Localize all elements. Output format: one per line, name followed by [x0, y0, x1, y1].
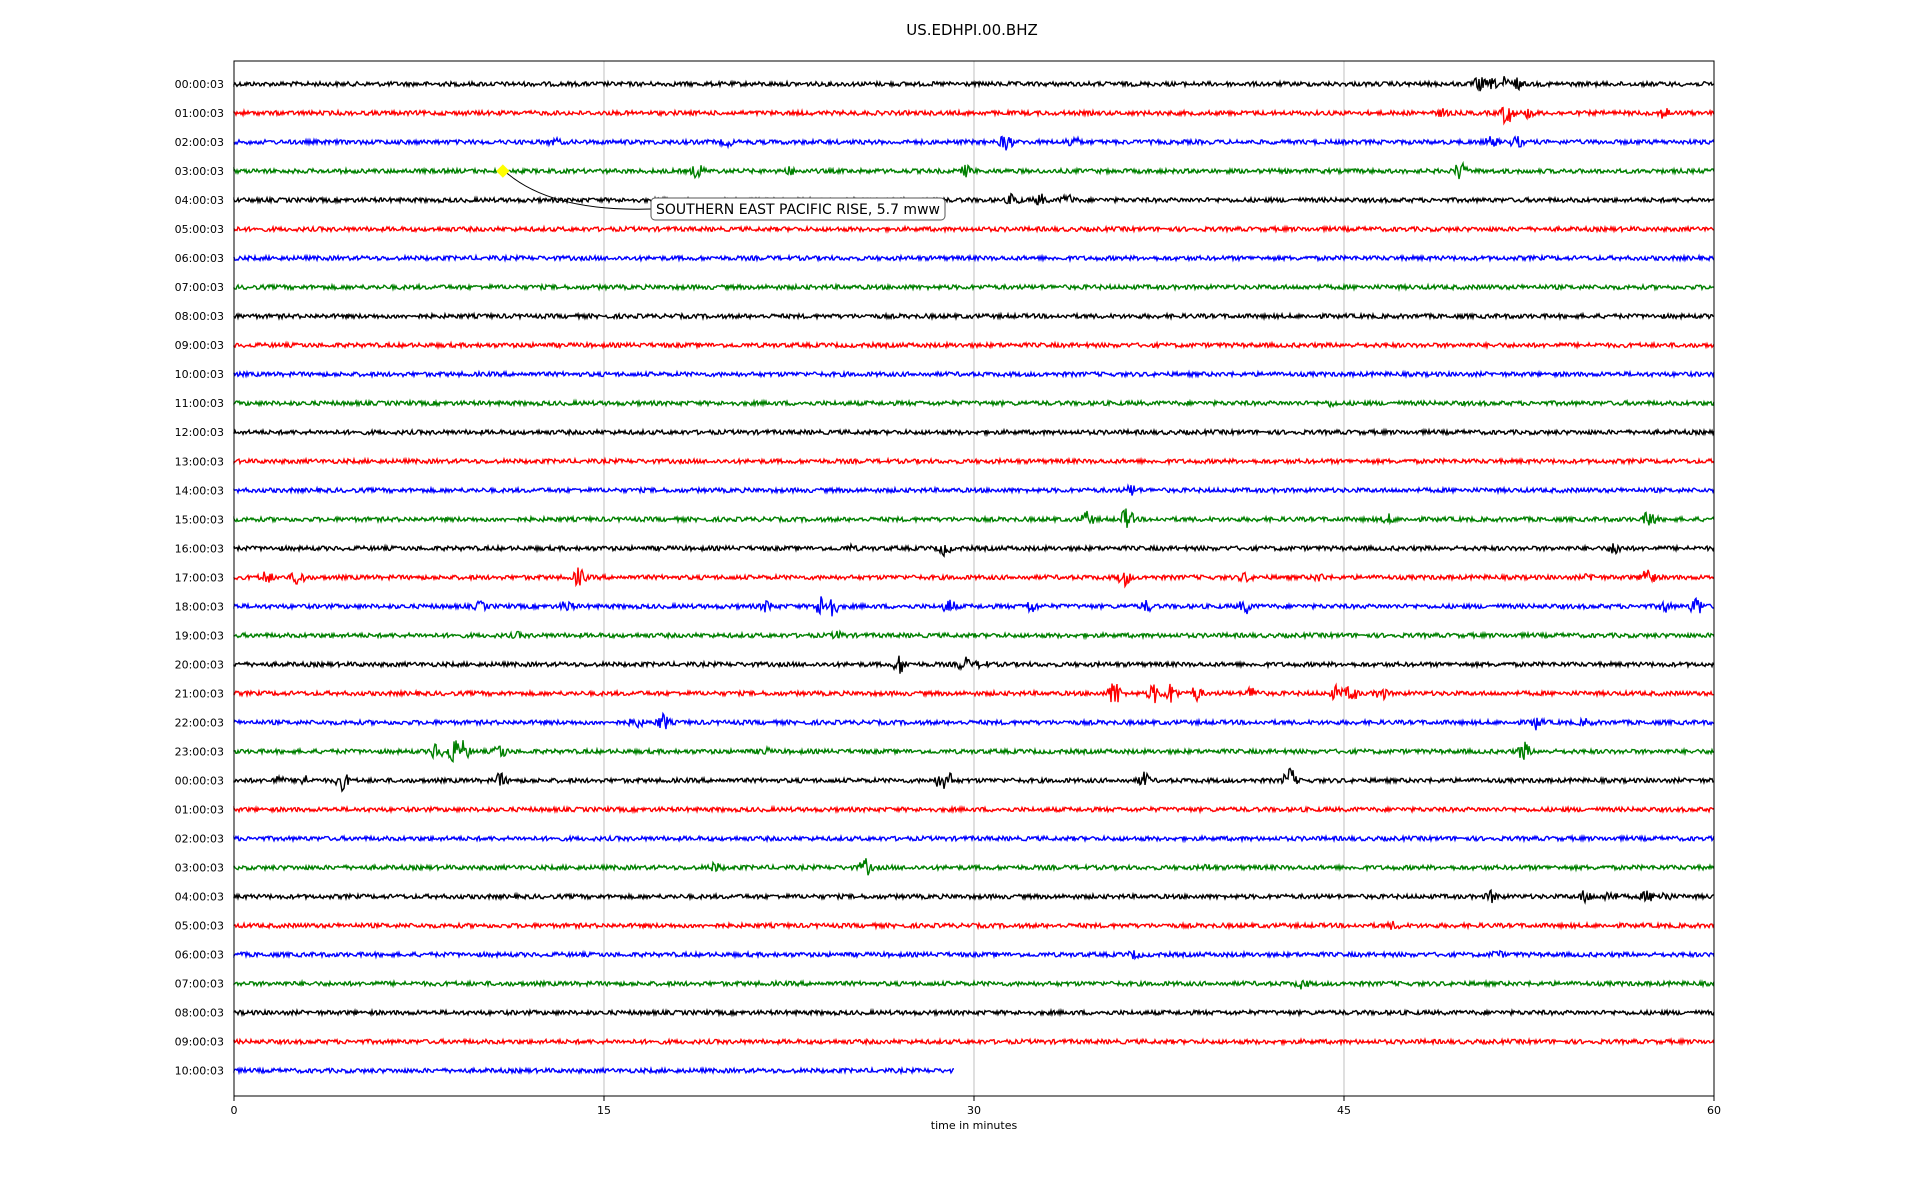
x-axis-label: time in minutes [931, 1119, 1018, 1132]
trace-line [233, 282, 1715, 293]
trace-line [233, 1007, 1715, 1018]
hour-label: 03:00:03 [175, 165, 224, 178]
event-marker-icon [496, 164, 510, 178]
x-axis-ticks: 0 15 30 45 60 [231, 1096, 1721, 1117]
hour-labels: 00:00:03 01:00:03 02:00:03 03:00:03 04:00:03… [175, 78, 224, 1078]
hour-label: 00:00:03 [175, 78, 224, 91]
trace-line [233, 920, 1715, 931]
trace-line [233, 629, 1715, 641]
trace-line [233, 106, 1715, 126]
hour-label: 15:00:03 [175, 513, 224, 526]
hour-label: 10:00:03 [175, 1065, 224, 1078]
trace-line [233, 456, 1715, 467]
chart-title: US.EDHPI.00.BHZ [906, 21, 1038, 39]
hour-label: 11:00:03 [175, 397, 224, 410]
hour-label: 22:00:03 [175, 716, 224, 729]
trace-line [233, 949, 1715, 961]
hour-label: 23:00:03 [175, 745, 224, 758]
x-tick-label: 60 [1707, 1104, 1721, 1117]
hour-label: 05:00:03 [175, 223, 224, 236]
trace-line [233, 655, 1715, 674]
hour-label: 09:00:03 [175, 1036, 224, 1049]
trace-line [233, 76, 1715, 92]
hour-label: 04:00:03 [175, 891, 224, 904]
hour-label: 01:00:03 [175, 107, 224, 120]
trace-line [233, 978, 1715, 990]
event-annotation: SOUTHERN EAST PACIFIC RISE, 5.7 mww [496, 164, 946, 221]
trace-line [233, 542, 1715, 558]
trace-line [233, 711, 1715, 731]
trace-line [233, 483, 1715, 496]
hour-label: 01:00:03 [175, 804, 224, 817]
trace-line [233, 1065, 955, 1076]
trace-line [233, 135, 1715, 151]
trace-line [233, 253, 1715, 264]
hour-label: 16:00:03 [175, 542, 224, 555]
x-tick-label: 45 [1337, 1104, 1351, 1117]
hour-label: 06:00:03 [175, 252, 224, 265]
trace-line [233, 398, 1715, 409]
trace-line [233, 340, 1715, 350]
hour-label: 17:00:03 [175, 571, 224, 584]
hour-label: 13:00:03 [175, 455, 224, 468]
trace-line [233, 1036, 1715, 1047]
hour-label: 08:00:03 [175, 310, 224, 323]
hour-label: 03:00:03 [175, 862, 224, 875]
hour-label: 06:00:03 [175, 949, 224, 962]
trace-line [233, 682, 1715, 704]
hour-label: 05:00:03 [175, 920, 224, 933]
trace-line [233, 224, 1715, 234]
trace-line [233, 767, 1715, 793]
trace-line [233, 596, 1715, 617]
trace-line [233, 888, 1714, 905]
annotation-text: SOUTHERN EAST PACIFIC RISE, 5.7 mww [656, 202, 940, 218]
trace-line [233, 567, 1715, 589]
trace-line [233, 160, 1715, 180]
hour-label: 10:00:03 [175, 368, 224, 381]
hour-label: 07:00:03 [175, 281, 224, 294]
hour-label: 14:00:03 [175, 484, 224, 497]
trace-line [233, 427, 1715, 438]
hour-label: 02:00:03 [175, 833, 224, 846]
hour-label: 07:00:03 [175, 978, 224, 991]
trace-line [233, 858, 1715, 876]
trace-line [233, 192, 1715, 206]
hour-label: 00:00:03 [175, 774, 224, 787]
annotation-connector [506, 172, 652, 210]
trace-line [233, 508, 1715, 528]
hour-label: 04:00:03 [175, 194, 224, 207]
hour-label: 18:00:03 [175, 600, 224, 613]
trace-line [233, 804, 1715, 815]
annotation-box [650, 197, 946, 221]
hour-label: 20:00:03 [175, 658, 224, 671]
hour-label: 21:00:03 [175, 687, 224, 700]
hour-label: 02:00:03 [175, 136, 224, 149]
hour-label: 12:00:03 [175, 426, 224, 439]
hour-label: 09:00:03 [175, 339, 224, 352]
trace-line [233, 311, 1715, 322]
trace-layer [233, 76, 1715, 1076]
x-tick-label: 30 [967, 1104, 981, 1117]
trace-line [233, 740, 1715, 764]
trace-line [233, 369, 1715, 379]
trace-line [233, 833, 1715, 844]
x-tick-label: 0 [231, 1104, 238, 1117]
hour-label: 08:00:03 [175, 1007, 224, 1020]
hour-label: 19:00:03 [175, 629, 224, 642]
x-tick-label: 15 [597, 1104, 611, 1117]
